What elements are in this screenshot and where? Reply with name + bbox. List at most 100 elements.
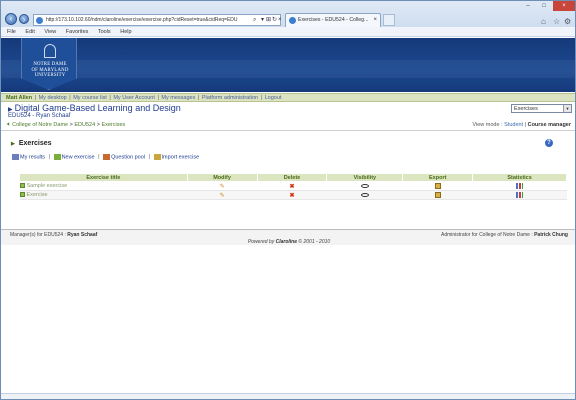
- new-tab-button[interactable]: [383, 14, 395, 26]
- exercise-title[interactable]: Exercise: [26, 192, 48, 198]
- export-icon[interactable]: [434, 191, 441, 198]
- footer-managers: Manager(s) for EDU524 : Ryan Schaaf: [10, 232, 97, 238]
- back-button[interactable]: ‹: [5, 13, 17, 25]
- link-my-course-list[interactable]: My course list: [73, 95, 107, 101]
- powered-prefix: Powered by: [247, 239, 275, 245]
- footer-powered-by: Powered by Claroline © 2001 - 2010: [1, 239, 575, 245]
- exercise-icon: [19, 183, 25, 189]
- import-exercise-icon: [153, 154, 161, 160]
- tab-exercises[interactable]: Exercises - EDU524 - Colleg... ×: [285, 13, 381, 27]
- crumb-exercises[interactable]: Exercises: [101, 122, 126, 128]
- forward-button[interactable]: ›: [19, 14, 29, 24]
- footer-admin-name[interactable]: Patrick Chung: [534, 232, 568, 238]
- crumb-course[interactable]: EDU524: [74, 122, 96, 128]
- home-icon[interactable]: ⌂: [541, 17, 546, 26]
- link-platform-administration[interactable]: Platform administration: [201, 95, 259, 101]
- crumb-sep-2: >: [96, 122, 100, 128]
- menu-edit[interactable]: Edit: [25, 29, 35, 35]
- exercise-icon: [19, 192, 25, 198]
- delete-x-icon[interactable]: ✖: [289, 183, 295, 190]
- footer-administrator: Administrator for College of Notre Dame …: [441, 232, 568, 238]
- course-title[interactable]: ▶ Digital Game-Based Learning and Design: [8, 103, 181, 113]
- address-bar[interactable]: http://173.10.102.60/ndm/claroline/exerc…: [33, 14, 281, 26]
- menu-help[interactable]: Help: [120, 29, 132, 35]
- exercise-title[interactable]: Sample exercise: [26, 183, 68, 189]
- question-pool-link[interactable]: Question pool: [111, 154, 146, 161]
- view-mode-student[interactable]: Student: [504, 122, 524, 128]
- logo-line-2: OF MARYLAND: [31, 67, 69, 73]
- export-icon[interactable]: [434, 182, 441, 189]
- course-arrow-icon: ▶: [8, 107, 13, 113]
- refresh-icon[interactable]: ↻: [272, 17, 278, 23]
- course-subtitle: EDU524 - Ryan Schaaf: [8, 113, 71, 119]
- menu-file[interactable]: File: [7, 29, 16, 35]
- link-my-user-account[interactable]: My User Account: [113, 95, 155, 101]
- statistics-chart-icon[interactable]: [516, 191, 524, 198]
- visibility-eye-icon[interactable]: [360, 192, 369, 197]
- menu-favorites[interactable]: Favorites: [65, 29, 89, 35]
- footer-admin-label: Administrator for College of Notre Dame …: [441, 232, 533, 238]
- footer-manager-name[interactable]: Ryan Schaaf: [67, 232, 98, 238]
- address-text: http://173.10.102.60/ndm/claroline/exerc…: [46, 17, 238, 23]
- delete-cell: ✖: [257, 181, 327, 191]
- import-exercise-link[interactable]: Import exercise: [161, 154, 200, 161]
- banner-stripe: [1, 60, 575, 78]
- minimize-button[interactable]: –: [526, 3, 530, 9]
- my-results-link[interactable]: My results: [20, 154, 46, 161]
- link-my-desktop[interactable]: My desktop: [38, 95, 67, 101]
- close-window-button[interactable]: ×: [553, 1, 575, 11]
- help-icon[interactable]: ?: [545, 139, 553, 147]
- course-title-text: Digital Game-Based Learning and Design: [14, 103, 181, 113]
- site-favicon-icon: [36, 17, 43, 24]
- tab-favicon-icon: [289, 17, 296, 24]
- statistics-cell: [472, 190, 567, 200]
- exercise-title-cell[interactable]: Sample exercise: [19, 181, 188, 191]
- exercise-title-cell[interactable]: Exercise: [19, 190, 188, 200]
- statistics-chart-icon[interactable]: [516, 182, 524, 189]
- footer-managers-label: Manager(s) for EDU524 :: [10, 232, 66, 238]
- edit-pencil-icon[interactable]: ✎: [219, 183, 225, 190]
- view-mode-label: View mode :: [472, 122, 503, 128]
- link-logout[interactable]: Logout: [264, 95, 282, 101]
- dropdown-icon[interactable]: ▾: [261, 17, 265, 23]
- crumb-college[interactable]: College of Notre Dame: [12, 122, 69, 128]
- compat-icon[interactable]: ⊞: [266, 17, 272, 23]
- visibility-cell: [326, 181, 403, 191]
- stop-icon[interactable]: ×: [278, 17, 282, 23]
- dome-icon: [44, 44, 56, 58]
- col-modify: Modify: [186, 173, 258, 182]
- chevron-down-icon: ▼: [563, 105, 571, 112]
- search-icon[interactable]: ⌕: [253, 17, 257, 23]
- logo-text: NOTRE DAME OF MARYLAND UNIVERSITY: [22, 62, 77, 79]
- col-statistics: Statistics: [472, 173, 567, 182]
- crumb-sep-1: >: [69, 122, 73, 128]
- user-name: Matt Allen: [6, 95, 33, 101]
- new-exercise-link[interactable]: New exercise: [61, 154, 95, 161]
- tool-select-value: Exercises: [514, 106, 538, 112]
- breadcrumb: ✦ College of Notre Dame > EDU524 > Exerc…: [1, 120, 575, 131]
- tools-gear-icon[interactable]: ⚙: [564, 17, 572, 26]
- question-pool-icon: [103, 154, 111, 160]
- menu-view[interactable]: View: [44, 29, 57, 35]
- section-title-text: Exercises: [18, 140, 52, 147]
- edit-pencil-icon[interactable]: ✎: [219, 192, 225, 199]
- table-header-row: Exercise title Modify Delete Visibility …: [19, 173, 567, 182]
- university-logo[interactable]: NOTRE DAME OF MARYLAND UNIVERSITY: [21, 38, 77, 90]
- modify-cell: ✎: [187, 190, 258, 200]
- favorites-star-icon[interactable]: ☆: [553, 17, 561, 26]
- tab-close-icon[interactable]: ×: [373, 17, 377, 23]
- status-bar: [1, 393, 575, 399]
- statistics-cell: [472, 181, 567, 191]
- view-mode-manager[interactable]: Course manager: [527, 122, 571, 128]
- my-results-icon: [12, 154, 19, 160]
- link-my-messages[interactable]: My messages: [161, 95, 196, 101]
- maximize-button[interactable]: □: [542, 3, 546, 9]
- claroline-link[interactable]: Claroline: [275, 239, 298, 245]
- delete-x-icon[interactable]: ✖: [289, 192, 295, 199]
- menu-tools[interactable]: Tools: [97, 29, 111, 35]
- visibility-eye-icon[interactable]: [360, 183, 369, 188]
- logo-line-1: NOTRE DAME: [33, 62, 67, 67]
- powered-suffix: © 2001 - 2010: [298, 239, 331, 245]
- tool-select[interactable]: Exercises ▼: [511, 104, 572, 113]
